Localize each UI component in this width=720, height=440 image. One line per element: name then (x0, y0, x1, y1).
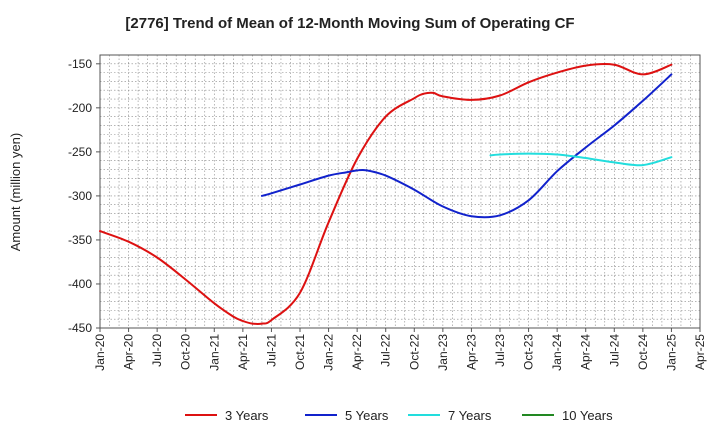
x-tick-label: Jul-20 (150, 334, 164, 367)
legend-label-10-years: 10 Years (562, 408, 613, 423)
x-tick-label: Jan-20 (93, 334, 107, 371)
chart-title: [2776] Trend of Mean of 12-Month Moving … (125, 15, 574, 32)
x-tick-label: Jan-25 (664, 334, 678, 371)
y-tick-label: -400 (68, 277, 92, 291)
x-tick-label: Jul-23 (493, 334, 507, 367)
x-tick-label: Oct-24 (636, 334, 650, 370)
x-tick-label: Jul-21 (264, 334, 278, 367)
series-layer (99, 62, 673, 325)
x-tick-label: Jan-23 (436, 334, 450, 371)
x-tick-label: Oct-20 (179, 334, 193, 370)
x-tick-label: Apr-20 (122, 334, 136, 370)
grid-layer (99, 54, 701, 329)
x-tick-label: Oct-22 (407, 334, 421, 370)
x-tick-label: Oct-23 (522, 334, 536, 370)
x-tick-label: Jan-21 (207, 334, 221, 371)
y-tick-label: -350 (68, 233, 92, 247)
legend: 3 Years 5 Years 7 Years 10 Years (185, 408, 613, 423)
x-tick-label: Jan-22 (322, 334, 336, 371)
x-tick-label: Jul-24 (607, 334, 621, 367)
y-tick-label: -150 (68, 57, 92, 71)
series-line-3-years (99, 62, 673, 325)
series-line-5-years (260, 73, 673, 219)
legend-label-3-years: 3 Years (225, 408, 269, 423)
legend-label-5-years: 5 Years (345, 408, 389, 423)
x-tick-labels: Jan-20 Apr-20 Jul-20 Oct-20 Jan-21 Apr-21 Jul-… (93, 328, 707, 371)
x-tick-label: Jan-24 (550, 334, 564, 371)
plot-area-frame (99, 54, 701, 329)
x-tick-label: Apr-22 (350, 334, 364, 370)
legend-label-7-years: 7 Years (448, 408, 492, 423)
x-tick-label: Apr-24 (579, 334, 593, 370)
x-tick-label: Apr-21 (236, 334, 250, 370)
y-tick-label: -450 (68, 321, 92, 335)
series-line-7-years (489, 152, 673, 167)
y-axis-label: Amount (million yen) (8, 133, 23, 252)
y-tick-labels: -150 -200 -250 -300 -350 -400 -450 (68, 57, 100, 335)
x-tick-label: Jul-22 (379, 334, 393, 367)
x-tick-label: Apr-25 (693, 334, 707, 370)
x-tick-label: Oct-21 (293, 334, 307, 370)
y-tick-label: -300 (68, 189, 92, 203)
y-tick-label: -200 (68, 101, 92, 115)
x-tick-label: Apr-23 (464, 334, 478, 370)
y-tick-label: -250 (68, 145, 92, 159)
